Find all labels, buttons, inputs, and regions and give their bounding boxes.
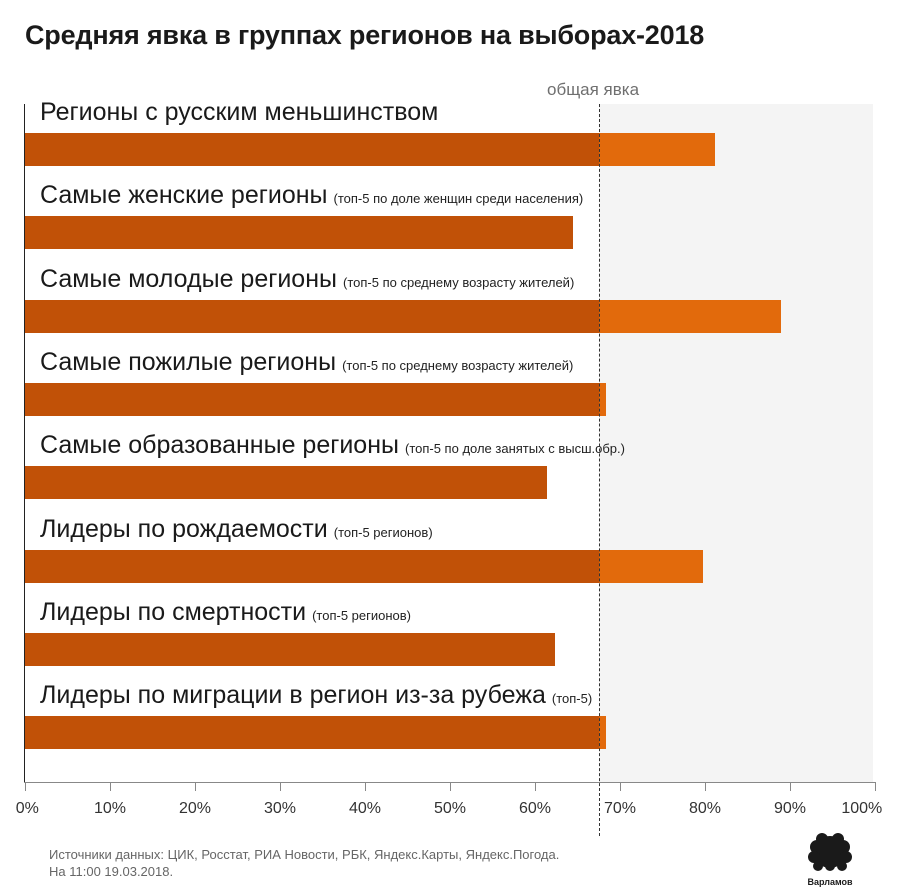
x-tick-label: 20% — [178, 800, 212, 817]
bar — [25, 466, 547, 500]
category-name: Самые пожилые регионы — [40, 347, 337, 376]
category-label: Самые женские регионы (топ-5 по доле женщ… — [40, 181, 583, 210]
chart-title: Средняя явка в группах регионов на выбор… — [25, 20, 705, 50]
category-note: (топ-5 регионов) — [333, 524, 433, 540]
category-label: Регионы с русским меньшинством — [40, 98, 438, 127]
category-name: Лидеры по рождаемости — [40, 514, 328, 543]
x-tick — [705, 782, 706, 791]
x-tick — [195, 782, 196, 791]
category-label: Лидеры по миграции в регион из-за рубежа… — [40, 681, 592, 710]
category-label: Лидеры по смертности (топ-5 регионов) — [40, 598, 411, 627]
x-tick-label: 10% — [93, 800, 127, 817]
category-label: Самые пожилые регионы (топ-5 по среднему … — [40, 348, 573, 377]
x-tick-label: 0% — [15, 800, 39, 817]
category-name: Лидеры по миграции в регион из-за рубежа — [40, 681, 546, 710]
x-tick — [280, 782, 281, 791]
bar-segment-above-reference — [598, 382, 607, 416]
bar-segment-below-reference — [25, 133, 599, 166]
bar — [25, 299, 781, 333]
svg-text:Варламов: Варламов — [807, 877, 853, 887]
category-label: Самые молодые регионы (топ-5 по среднему … — [40, 265, 574, 294]
bar — [25, 632, 555, 666]
x-tick-label: 90% — [773, 800, 807, 817]
bar-segment-above-reference — [598, 133, 716, 166]
x-tick-label: 40% — [348, 800, 382, 817]
category-name: Самые молодые регионы — [40, 264, 337, 293]
x-tick — [620, 782, 621, 791]
bar-segment-below-reference — [25, 216, 574, 250]
bar — [25, 133, 716, 166]
bar-segment-above-reference — [598, 716, 606, 750]
y-axis-line — [24, 104, 25, 783]
bar — [25, 549, 704, 583]
category-note: (топ-5 по доле женщин среди населения) — [333, 191, 584, 207]
bar-segment-below-reference — [25, 382, 599, 416]
reference-line — [599, 104, 600, 836]
bar-segment-above-reference — [598, 549, 704, 583]
bar-segment-below-reference — [25, 299, 599, 333]
bar-segment-below-reference — [25, 466, 547, 500]
x-tick — [365, 782, 366, 791]
x-axis-line — [24, 782, 875, 783]
category-note: (топ-5 регионов) — [312, 607, 412, 623]
above-average-shaded-region — [599, 104, 873, 782]
x-tick — [875, 782, 876, 791]
bar-segment-below-reference — [25, 549, 599, 583]
source-note: Источники данных: ЦИК, Росстат, РИА Ново… — [49, 846, 559, 880]
x-tick — [110, 782, 111, 791]
x-tick — [535, 782, 536, 791]
x-tick — [25, 782, 26, 791]
x-tick-label: 30% — [263, 800, 297, 817]
category-name: Лидеры по смертности — [40, 597, 307, 626]
category-note: (топ-5 по среднему возрасту жителей) — [342, 357, 574, 373]
x-tick — [450, 782, 451, 791]
category-name: Регионы с русским меньшинством — [40, 98, 439, 126]
source-line-2: На 11:00 19.03.2018. — [49, 864, 174, 879]
category-note: (топ-5 по среднему возрасту жителей) — [343, 274, 575, 290]
bar-segment-above-reference — [598, 299, 781, 333]
x-tick-label: 60% — [518, 800, 552, 817]
bar-segment-below-reference — [25, 632, 555, 666]
x-tick — [790, 782, 791, 791]
category-label: Лидеры по рождаемости (топ-5 регионов) — [40, 515, 433, 544]
x-tick-label: 80% — [688, 800, 722, 817]
bar-segment-below-reference — [25, 716, 599, 750]
bar — [25, 216, 574, 250]
category-name: Самые женские регионы — [40, 181, 328, 210]
category-label: Самые образованные регионы (топ-5 по доле… — [40, 431, 625, 460]
bar — [25, 382, 607, 416]
x-tick-label: 100% — [841, 800, 883, 817]
category-note: (топ-5 по доле занятых с высш.обр.) — [404, 441, 625, 457]
varlamov-logo: Варламов — [807, 833, 853, 887]
x-tick-label: 70% — [603, 800, 637, 817]
x-tick-label: 50% — [433, 800, 467, 817]
category-name: Самые образованные регионы — [40, 431, 399, 460]
category-note: (топ-5) — [551, 691, 593, 707]
bar — [25, 716, 606, 750]
reference-label: общая явка — [547, 80, 640, 99]
source-line-1: Источники данных: ЦИК, Росстат, РИА Ново… — [49, 847, 560, 862]
